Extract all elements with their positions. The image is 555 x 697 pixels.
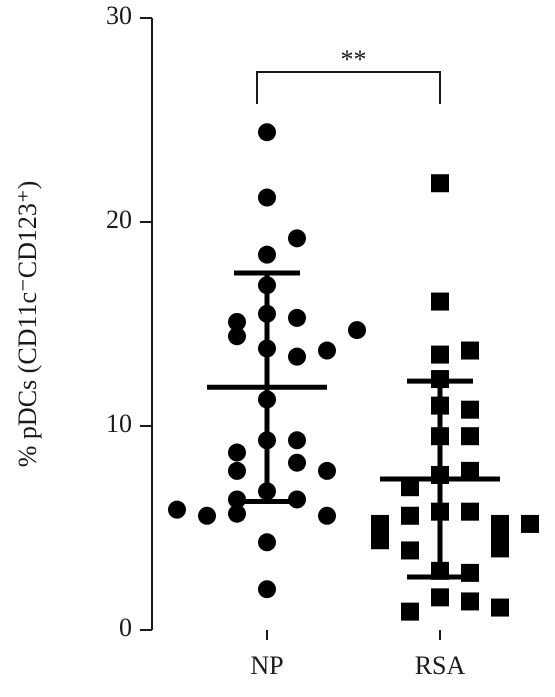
data-point <box>491 539 509 558</box>
y-tick-label: 20 <box>106 205 132 234</box>
data-point <box>228 504 246 523</box>
data-point <box>288 431 306 450</box>
data-point <box>258 245 276 264</box>
significance-label: ** <box>341 45 367 74</box>
data-point <box>318 461 336 480</box>
y-tick-label: 10 <box>106 409 132 438</box>
y-axis-label: % pDCs (CD11c⁻CD123⁺) <box>13 181 42 467</box>
data-point <box>288 229 306 248</box>
data-point <box>461 592 479 611</box>
data-point <box>521 514 539 533</box>
data-point <box>288 308 306 327</box>
data-point <box>258 580 276 599</box>
data-point <box>228 312 246 331</box>
data-point <box>431 292 449 311</box>
data-point <box>371 531 389 550</box>
data-point <box>461 341 479 360</box>
data-point <box>431 588 449 607</box>
data-point <box>258 533 276 552</box>
y-tick-label: 0 <box>119 613 132 642</box>
data-point <box>228 327 246 346</box>
data-point <box>288 453 306 472</box>
data-point <box>401 506 419 525</box>
data-point <box>461 427 479 446</box>
data-point <box>348 321 366 340</box>
data-point <box>401 478 419 497</box>
data-point <box>431 174 449 193</box>
data-point <box>401 541 419 560</box>
x-tick-label: RSA <box>415 651 466 680</box>
data-point <box>258 188 276 207</box>
data-point <box>461 400 479 419</box>
data-point <box>228 461 246 480</box>
y-tick-label: 30 <box>106 1 132 30</box>
data-point <box>318 341 336 360</box>
data-point <box>318 506 336 525</box>
x-tick-label: NP <box>250 651 283 680</box>
data-point <box>228 443 246 462</box>
data-point <box>431 345 449 364</box>
data-point <box>168 500 186 519</box>
significance-bracket <box>256 71 441 104</box>
data-point <box>461 502 479 521</box>
data-point <box>371 514 389 533</box>
data-point <box>401 602 419 621</box>
data-point <box>258 123 276 142</box>
data-point <box>198 506 216 525</box>
data-point <box>491 598 509 617</box>
data-point <box>461 461 479 480</box>
data-point <box>288 347 306 366</box>
